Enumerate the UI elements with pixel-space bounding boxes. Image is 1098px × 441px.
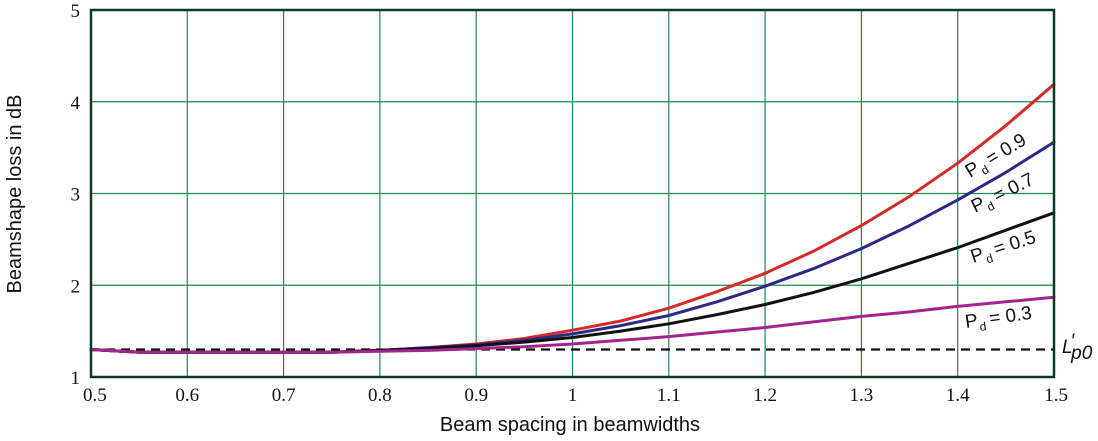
reference-label-prime: ′ <box>1071 331 1076 352</box>
reference-label-sub: p0 <box>1070 343 1093 364</box>
reference-label-symbol: L <box>1062 337 1073 358</box>
x-tick-label: 1.4 <box>946 385 970 406</box>
y-tick-label: 4 <box>71 93 81 114</box>
grid-lines <box>90 9 1055 378</box>
x-tick-label: 1.3 <box>850 385 874 406</box>
y-tick-label: 3 <box>71 185 81 206</box>
series-label-sub: d <box>984 251 995 266</box>
y-tick-label: 5 <box>71 1 81 22</box>
y-tick-labels: 1 2 3 4 5 <box>71 1 81 389</box>
series-label-symbol: P <box>968 244 987 268</box>
reference-line-label: L′ p0 <box>1062 331 1093 364</box>
x-tick-label: 1.1 <box>657 385 681 406</box>
x-tick-labels: 0.5 0.6 0.7 0.8 0.9 1 1.1 1.2 1.3 1.4 1.5 <box>83 385 1068 406</box>
plot-frame <box>89 8 1056 379</box>
series-group <box>89 82 1056 354</box>
series-line-3 <box>89 295 1056 354</box>
series-label-value: = 0.7 <box>990 169 1038 207</box>
x-tick-label: 0.6 <box>175 385 199 406</box>
series-label-value: = 0.3 <box>988 303 1033 330</box>
x-tick-label: 1 <box>568 385 578 406</box>
x-tick-label: 0.7 <box>272 385 296 406</box>
x-tick-label: 0.9 <box>464 385 488 406</box>
x-tick-label: 0.8 <box>368 385 392 406</box>
y-tick-label: 1 <box>71 368 81 389</box>
x-axis-label: Beam spacing in beamwidths <box>440 414 700 436</box>
series-label-symbol: P <box>964 310 979 333</box>
series-label-value: = 0.9 <box>983 130 1030 170</box>
y-tick-label: 2 <box>71 276 81 297</box>
series-label-sub: d <box>979 319 988 334</box>
series-label-2: Pd= 0.5 <box>968 227 1039 271</box>
series-label-3: Pd= 0.3 <box>964 303 1034 336</box>
series-labels: Pd = 0.9 Pd = 0.7 Pd= 0.5 Pd= 0.3 L′ p0 <box>962 130 1093 364</box>
x-tick-label: 1.5 <box>1044 385 1068 406</box>
x-tick-label: 0.5 <box>83 385 107 406</box>
x-tick-label: 1.2 <box>753 385 777 406</box>
y-axis-label: Beamshape loss in dB <box>4 94 26 293</box>
